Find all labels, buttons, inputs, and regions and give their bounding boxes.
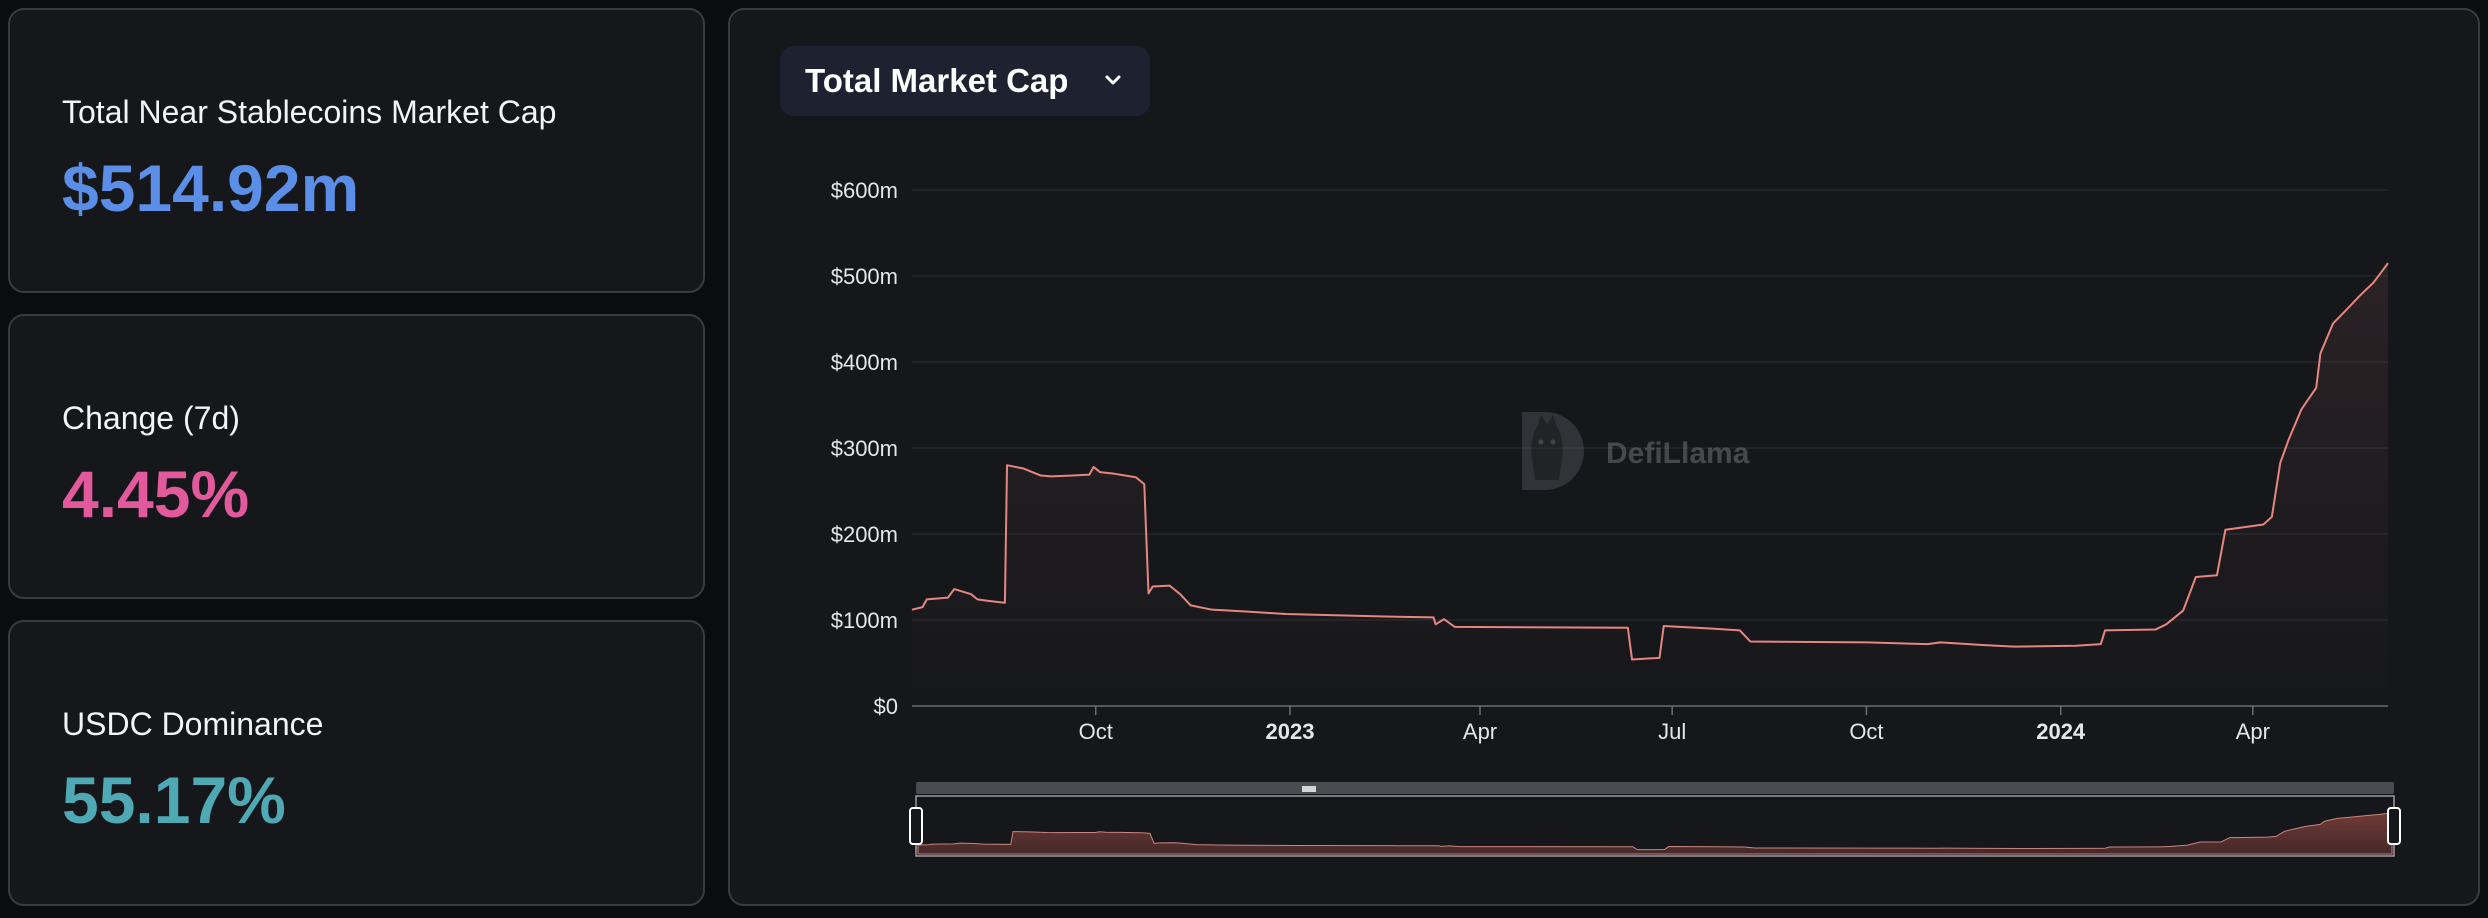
x-tick-label: Oct	[1849, 719, 1883, 744]
x-axis: Oct 2023 Apr Jul Oct 2024 Apr	[1079, 706, 2270, 744]
zoom-handle-right[interactable]	[2387, 807, 2401, 845]
y-tick-label: $100m	[831, 608, 898, 633]
usdc-dominance-value: 55.17%	[62, 763, 286, 837]
change-7d-label: Change (7d)	[62, 400, 240, 436]
grid-lines	[912, 189, 2388, 707]
y-tick-label: $300m	[831, 436, 898, 461]
x-tick-label: Oct	[1079, 719, 1113, 744]
chart-type-dropdown[interactable]: Total Market Cap	[780, 46, 1150, 116]
x-tick-label: Jul	[1658, 719, 1686, 744]
llama-logo-icon	[1522, 412, 1584, 490]
usdc-dominance-card: USDC Dominance 55.17%	[8, 620, 705, 906]
x-tick-label: 2024	[2036, 719, 2086, 744]
zoom-preview-area	[917, 812, 2393, 855]
series-line	[911, 262, 2389, 661]
x-tick-label: 2023	[1265, 719, 1314, 744]
y-tick-label: $600m	[831, 178, 898, 203]
chart-card: Total Market Cap $0 $100m $200m $300m $400m $…	[728, 8, 2480, 906]
market-cap-chart: $0 $100m $200m $300m $400m $500m $600m Oct 2023…	[831, 178, 2401, 857]
series-area	[912, 263, 2388, 706]
market-cap-value: $514.92m	[62, 151, 360, 225]
change-7d-value: 4.45%	[62, 457, 250, 531]
x-tick-label: Apr	[2236, 719, 2270, 744]
usdc-dominance-label: USDC Dominance	[62, 706, 324, 742]
y-tick-label: $400m	[831, 350, 898, 375]
change-7d-card: Change (7d) 4.45%	[8, 314, 705, 599]
chevron-down-icon	[1105, 75, 1121, 85]
zoom-slider-grip[interactable]	[1302, 786, 1316, 792]
zoom-handle-left[interactable]	[909, 807, 923, 845]
market-cap-label: Total Near Stablecoins Market Cap	[62, 94, 557, 130]
defillama-watermark: DefiLlama	[1522, 412, 1750, 490]
zoom-slider[interactable]	[909, 782, 2401, 857]
watermark-text: DefiLlama	[1606, 437, 1750, 470]
x-tick-label: Apr	[1463, 719, 1497, 744]
y-tick-label: $500m	[831, 264, 898, 289]
zoom-slider-track[interactable]	[916, 782, 2394, 794]
y-tick-label: $200m	[831, 522, 898, 547]
chart-type-label: Total Market Cap	[805, 62, 1069, 99]
y-axis: $0 $100m $200m $300m $400m $500m $600m	[831, 178, 898, 719]
market-cap-card: Total Near Stablecoins Market Cap $514.9…	[8, 8, 705, 293]
y-tick-label: $0	[874, 694, 898, 719]
